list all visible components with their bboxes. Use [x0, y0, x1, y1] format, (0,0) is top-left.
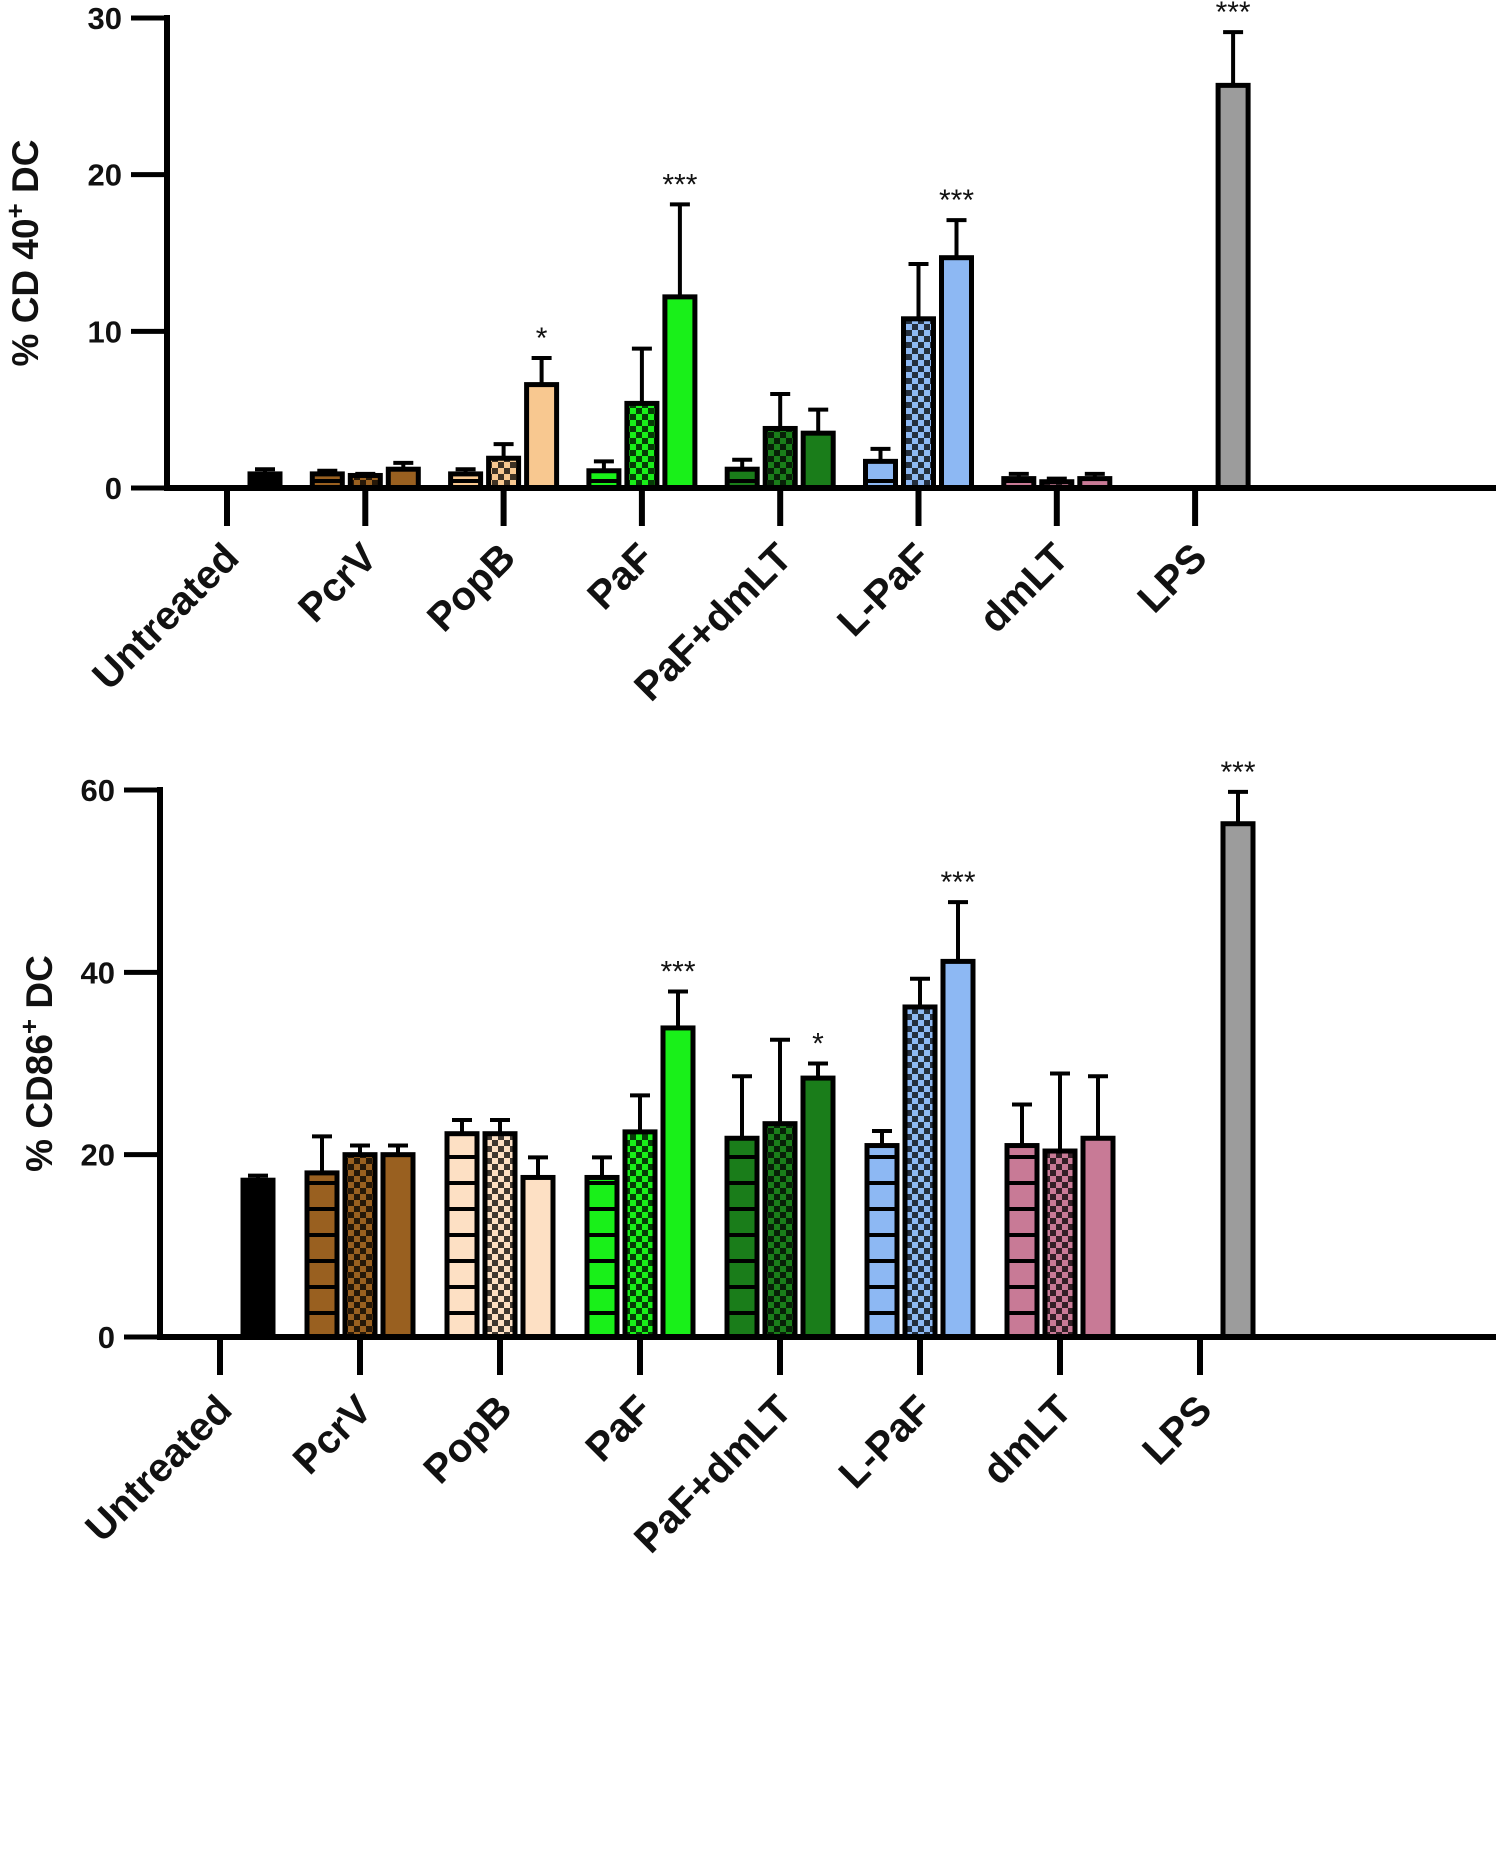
bar-popb-3	[524, 382, 560, 491]
category-label: PaF	[579, 535, 662, 618]
bar-paf-dmlt-1	[724, 1135, 760, 1340]
category-label: Untreated	[77, 1387, 240, 1550]
bar-pcrv-1	[304, 1170, 340, 1340]
category-label: Untreated	[84, 535, 247, 698]
bar-dmlt-2	[1042, 1148, 1078, 1340]
significance-label: *	[536, 322, 548, 355]
category-label: LPS	[1129, 535, 1215, 621]
y-axis-title-main: % CD 40	[5, 218, 46, 366]
y-axis-title: % CD 40+ DC	[0, 140, 46, 367]
significance-label: *	[812, 1028, 824, 1061]
significance-label: ***	[660, 955, 695, 988]
bar-paf-1	[584, 1174, 620, 1340]
category-label: dmLT	[971, 535, 1077, 641]
bar-popb-2	[486, 455, 522, 491]
y-tick-label: 0	[98, 1320, 115, 1355]
bar-l-paf-2	[901, 316, 936, 491]
bar-untreated-3	[240, 1177, 276, 1340]
bar-popb-1	[444, 1131, 480, 1340]
y-axis-title-sup: +	[14, 1019, 44, 1034]
y-tick-label: 20	[88, 158, 122, 193]
bar-paf-dmlt-2	[762, 1121, 798, 1340]
bar-paf-3	[660, 1025, 696, 1340]
category-label: L-PaF	[829, 535, 939, 645]
significance-label: ***	[1216, 0, 1251, 29]
bar-paf-2	[622, 1129, 658, 1340]
significance-label: ***	[939, 184, 974, 217]
y-axis-title: % CD86+ DC	[14, 955, 60, 1172]
category-label: L-PaF	[831, 1387, 941, 1497]
y-tick-label: 10	[88, 314, 122, 349]
bar-lps-3	[1215, 82, 1251, 491]
bar-pcrv-3	[380, 1152, 416, 1340]
bar-paf-2	[624, 400, 660, 491]
bar-popb-3	[520, 1174, 556, 1340]
bar-l-paf-3	[939, 255, 974, 491]
significance-label: ***	[662, 168, 697, 201]
category-label: PopB	[419, 535, 524, 640]
bar-pcrv-2	[342, 1152, 378, 1340]
bar-popb-2	[482, 1131, 518, 1340]
y-tick-label: 60	[81, 773, 115, 808]
bar-dmlt-3	[1080, 1135, 1116, 1340]
category-label: PopB	[415, 1387, 520, 1492]
y-axis-title-main: % CD86	[19, 1034, 60, 1172]
y-tick-label: 0	[105, 471, 122, 506]
category-label: PaF	[577, 1387, 660, 1470]
category-label: LPS	[1134, 1387, 1220, 1473]
y-axis-title-suffix: DC	[19, 955, 60, 1019]
y-tick-label: 40	[81, 955, 115, 990]
significance-label: ***	[940, 866, 975, 899]
bar-paf-dmlt-3	[800, 1075, 836, 1340]
bar-l-paf-3	[940, 958, 976, 1340]
category-label: dmLT	[974, 1387, 1080, 1493]
category-label: PcrV	[285, 1387, 381, 1483]
bar-paf-3	[662, 294, 698, 491]
y-axis-title-sup: +	[0, 203, 30, 218]
y-tick-label: 20	[81, 1138, 115, 1173]
bar-l-paf-2	[902, 1004, 938, 1340]
bar-paf-dmlt-2	[762, 425, 798, 491]
y-tick-label: 30	[88, 1, 122, 36]
bar-paf-dmlt-3	[800, 430, 836, 491]
category-label: PcrV	[290, 535, 386, 631]
bar-lps-3	[1220, 821, 1256, 1340]
significance-label: ***	[1220, 756, 1255, 789]
bar-l-paf-1	[863, 458, 898, 491]
bar-l-paf-1	[864, 1143, 900, 1340]
y-axis-title-suffix: DC	[5, 140, 46, 204]
bar-dmlt-1	[1004, 1143, 1040, 1340]
